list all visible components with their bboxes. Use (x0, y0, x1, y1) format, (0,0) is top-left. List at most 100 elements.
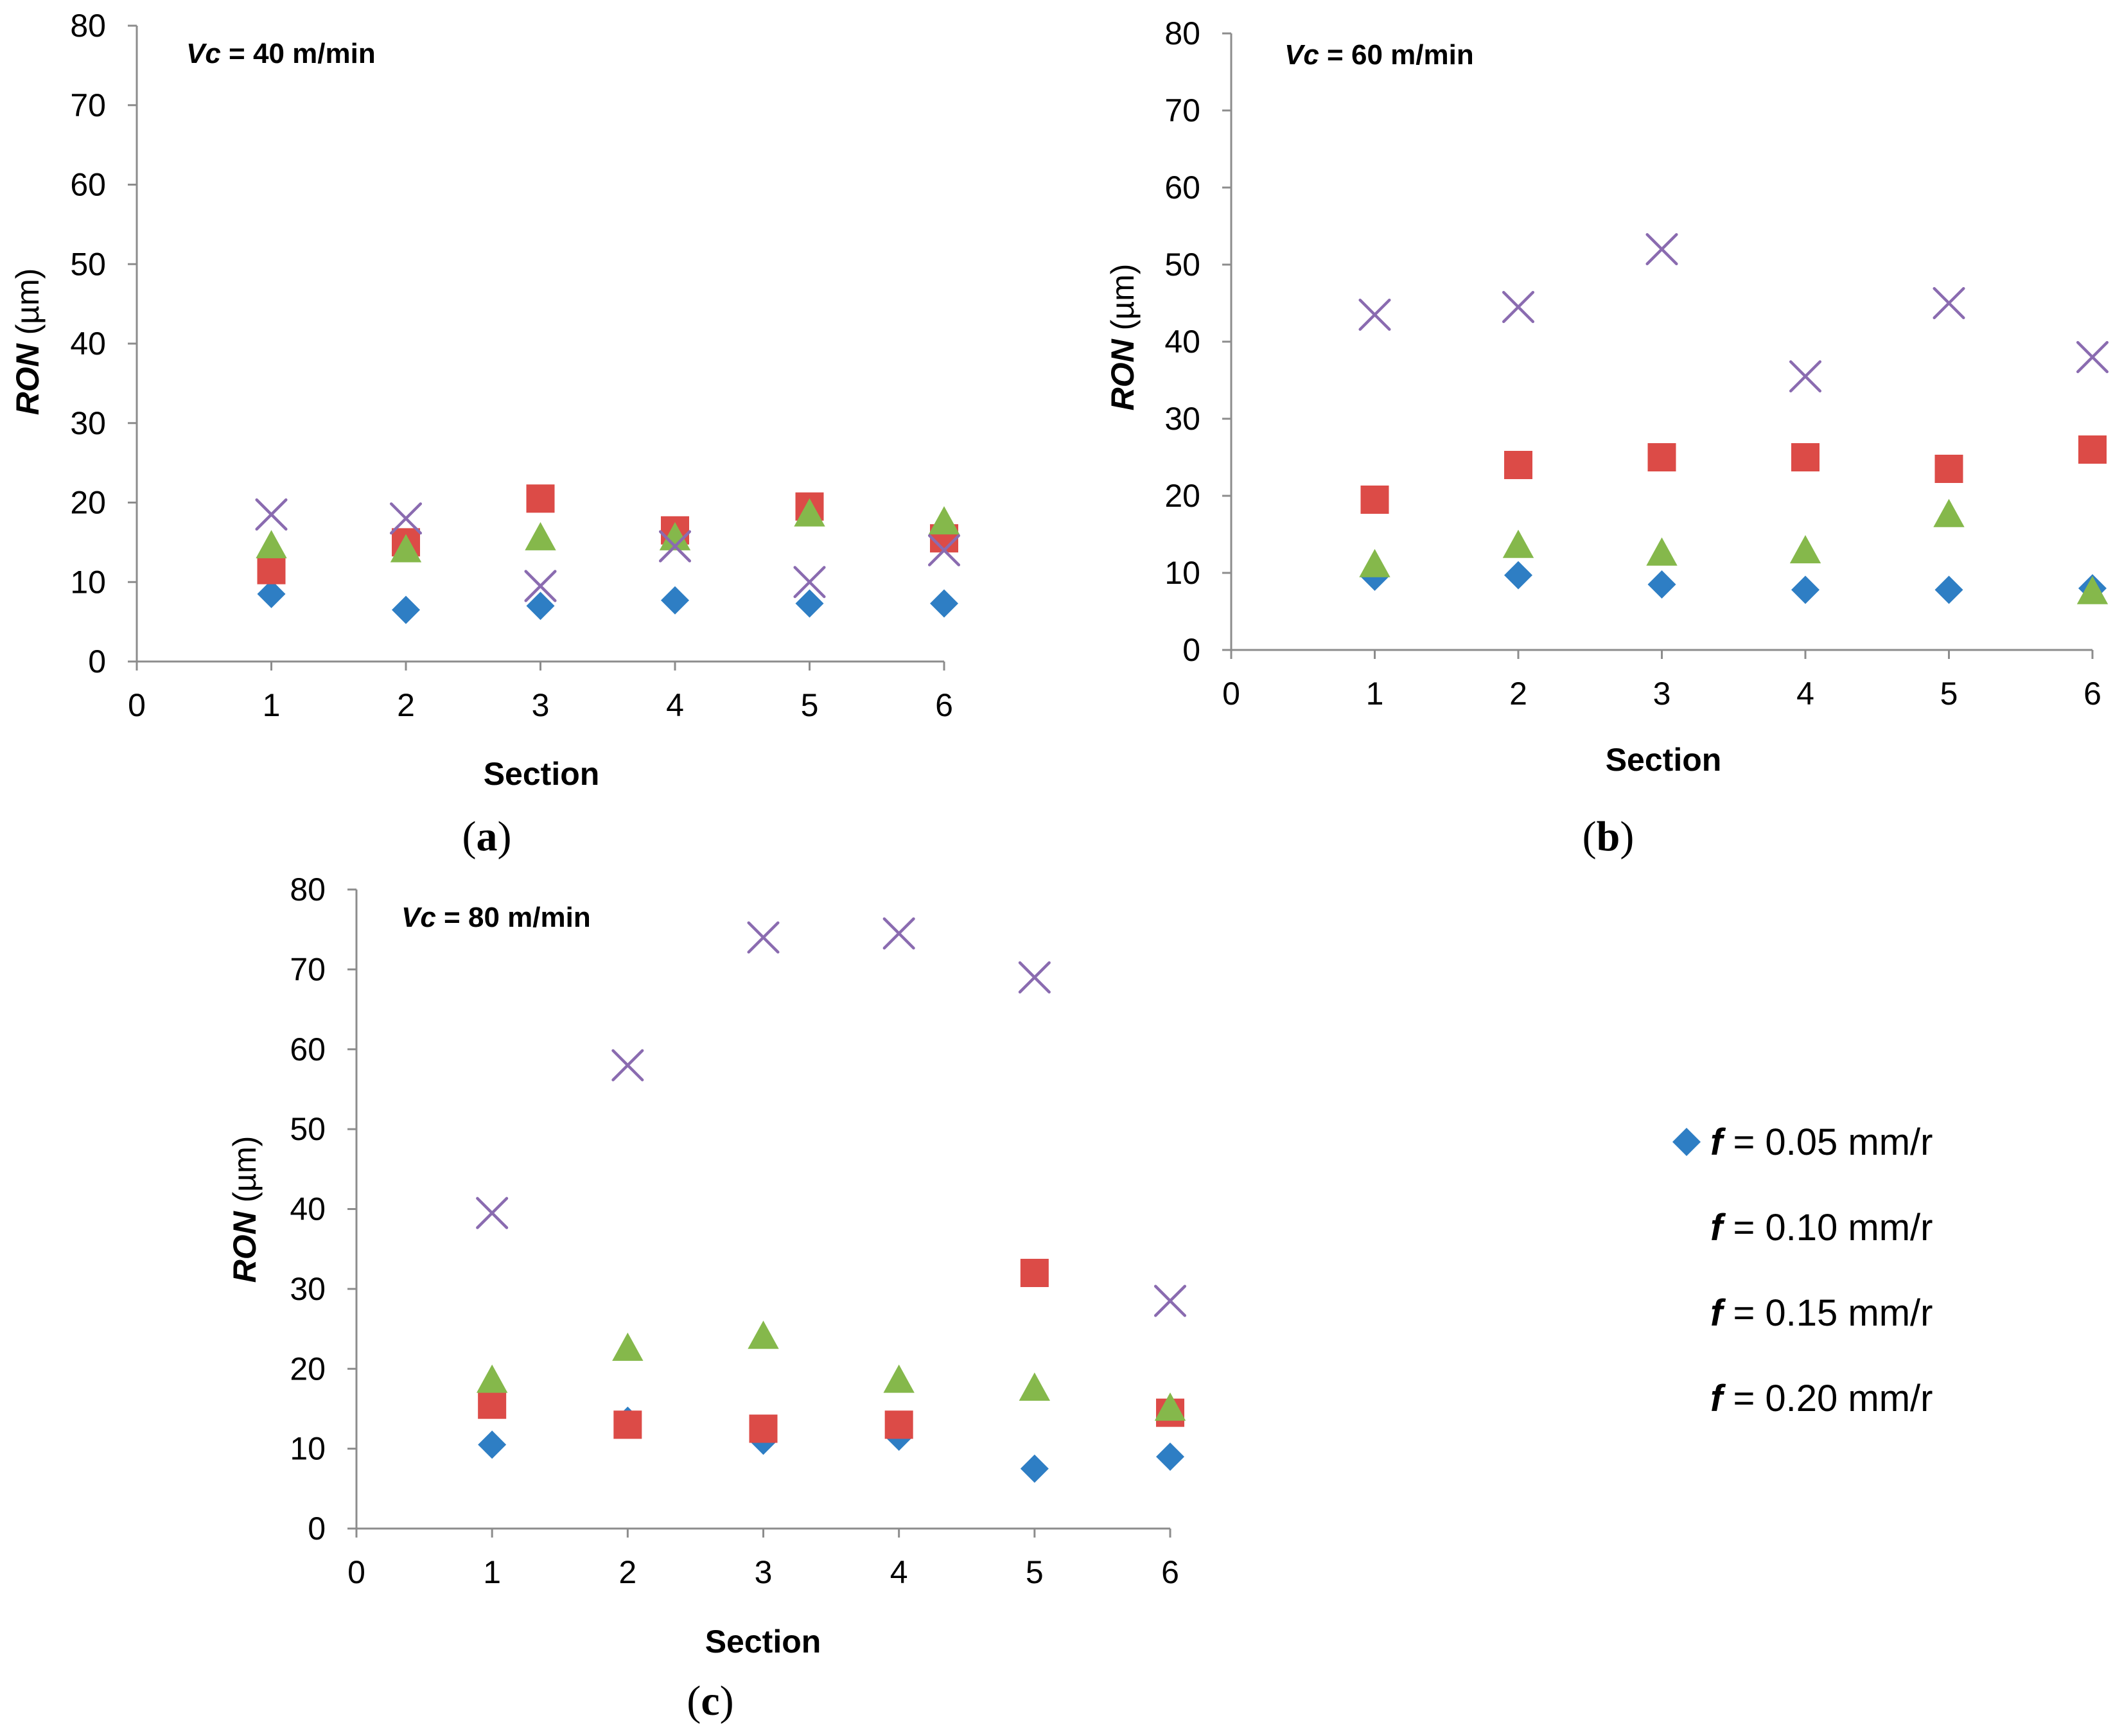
data-point-triangle (1154, 1392, 1186, 1421)
y-tick-label: 40 (70, 326, 106, 362)
x-tick-label: 0 (128, 687, 146, 723)
y-tick-label: 50 (70, 246, 106, 282)
data-point-square (1791, 443, 1819, 471)
x-tick-label: 3 (532, 687, 550, 723)
data-point-square (1647, 443, 1676, 471)
x-tick-label: 6 (935, 687, 953, 723)
panel-b-caption: (b) (1583, 813, 1635, 860)
y-tick-label: 0 (1182, 632, 1200, 668)
panel-b-ylabel: RON (µm) (1105, 264, 1141, 411)
data-point-x (882, 917, 915, 950)
y-tick-label: 80 (1164, 15, 1200, 51)
x-tick-label: 6 (2083, 676, 2101, 712)
data-point-triangle (1646, 537, 1678, 566)
x-tick-label: 4 (1796, 676, 1814, 712)
panel-a: Vc = 40 m/min 0 10 20 30 40 50 60 70 80 0 1 2 3 4 5 6 S… (10, 8, 961, 860)
data-point-triangle (390, 534, 422, 563)
data-point-square (1934, 455, 1963, 483)
data-point-triangle (1359, 548, 1390, 577)
panel-a-marks (255, 484, 961, 624)
data-point-square (2078, 435, 2107, 464)
panel-b-axes: 0 10 20 30 40 50 60 70 80 0 1 2 3 4 5 6 (1164, 15, 2101, 712)
data-point-diamond (526, 592, 555, 620)
y-tick-label: 60 (1164, 170, 1200, 206)
x-tick-label: 5 (801, 687, 819, 723)
y-tick-label: 0 (308, 1511, 326, 1547)
x-tick-label: 1 (483, 1554, 501, 1590)
panel-a-caption: (a) (462, 813, 512, 860)
data-point-diamond (795, 589, 824, 618)
data-point-triangle (1933, 498, 1965, 527)
panel-c-title: Vc = 80 m/min (401, 902, 591, 933)
data-point-triangle (883, 1364, 915, 1393)
panel-c-axes: 0 10 20 30 40 50 60 70 80 0 1 2 3 4 5 6 (290, 872, 1179, 1590)
data-point-diamond (1934, 575, 1963, 604)
data-point-x (389, 502, 423, 535)
x-tick-label: 0 (1222, 676, 1240, 712)
data-point-triangle (659, 522, 691, 550)
data-point-diamond (1647, 570, 1676, 599)
data-point-triangle (928, 506, 960, 535)
data-point-x (611, 1049, 644, 1082)
data-point-x (1933, 286, 1965, 320)
data-point-square (1504, 451, 1532, 479)
panel-a-axes: 0 10 20 30 40 50 60 70 80 0 1 2 3 4 5 6 (70, 8, 953, 723)
data-point-diamond (257, 579, 286, 608)
data-point-x (1018, 961, 1051, 994)
y-tick-label: 40 (290, 1191, 326, 1227)
x-tick-label: 2 (618, 1554, 636, 1590)
data-point-x (1645, 232, 1678, 266)
x-tick-label: 3 (755, 1554, 773, 1590)
panel-a-title: Vc = 40 m/min (186, 38, 376, 69)
x-tick-label: 3 (1653, 676, 1671, 712)
x-tick-label: 5 (1940, 676, 1958, 712)
data-point-x (1789, 360, 1822, 393)
data-point-x (658, 530, 692, 563)
x-tick-label: 4 (890, 1554, 908, 1590)
y-tick-label: 10 (1164, 555, 1200, 591)
y-tick-label: 30 (70, 405, 106, 441)
panel-a-xlabel: Section (484, 756, 600, 792)
legend-item-f005: f = 0.05 mm/r (1672, 1121, 1933, 1163)
data-point-x (793, 566, 826, 599)
y-tick-label: 20 (290, 1351, 326, 1387)
data-point-square (257, 556, 286, 584)
data-point-square (613, 1410, 642, 1439)
data-point-diamond (930, 589, 958, 618)
data-point-x (747, 921, 780, 954)
x-tick-label: 1 (1366, 676, 1384, 712)
y-tick-label: 70 (290, 951, 326, 987)
legend-marker-diamond (1672, 1128, 1701, 1156)
panel-b: Vc = 60 m/min 0 10 20 30 40 50 60 70 80 0 1 2 3 4 5 6 S… (1105, 15, 2109, 860)
y-tick-label: 70 (70, 87, 106, 123)
x-tick-label: 2 (1509, 676, 1527, 712)
legend-item-f010: f = 0.10 mm/r (1710, 1207, 1933, 1249)
y-tick-label: 20 (70, 485, 106, 521)
data-point-triangle (256, 530, 287, 559)
legend-label: f = 0.05 mm/r (1710, 1121, 1933, 1163)
data-point-diamond (661, 586, 689, 615)
data-point-triangle (525, 522, 556, 550)
x-tick-label: 2 (397, 687, 415, 723)
x-tick-label: 5 (1026, 1554, 1044, 1590)
data-point-diamond (1156, 1442, 1184, 1471)
x-tick-label: 4 (666, 687, 684, 723)
panel-c-caption: (c) (687, 1678, 733, 1724)
x-tick-label: 6 (1161, 1554, 1179, 1590)
y-tick-label: 0 (88, 644, 106, 679)
data-point-x (255, 498, 288, 531)
data-point-triangle (794, 498, 825, 527)
data-point-diamond (1791, 575, 1819, 604)
legend-item-f015: f = 0.15 mm/r (1710, 1292, 1933, 1334)
data-point-triangle (476, 1364, 508, 1393)
data-point-x (927, 534, 961, 566)
y-tick-label: 60 (290, 1031, 326, 1067)
panel-c: Vc = 80 m/min 0 10 20 30 40 50 60 70 80 0 1 2 3 4 5 6 S… (227, 872, 1187, 1724)
data-point-x (476, 1197, 509, 1229)
legend-label: f = 0.15 mm/r (1710, 1292, 1933, 1334)
data-point-triangle (1789, 535, 1821, 564)
data-point-x (1153, 1284, 1187, 1317)
panel-b-title: Vc = 60 m/min (1285, 39, 1474, 71)
data-point-triangle (1502, 529, 1534, 558)
